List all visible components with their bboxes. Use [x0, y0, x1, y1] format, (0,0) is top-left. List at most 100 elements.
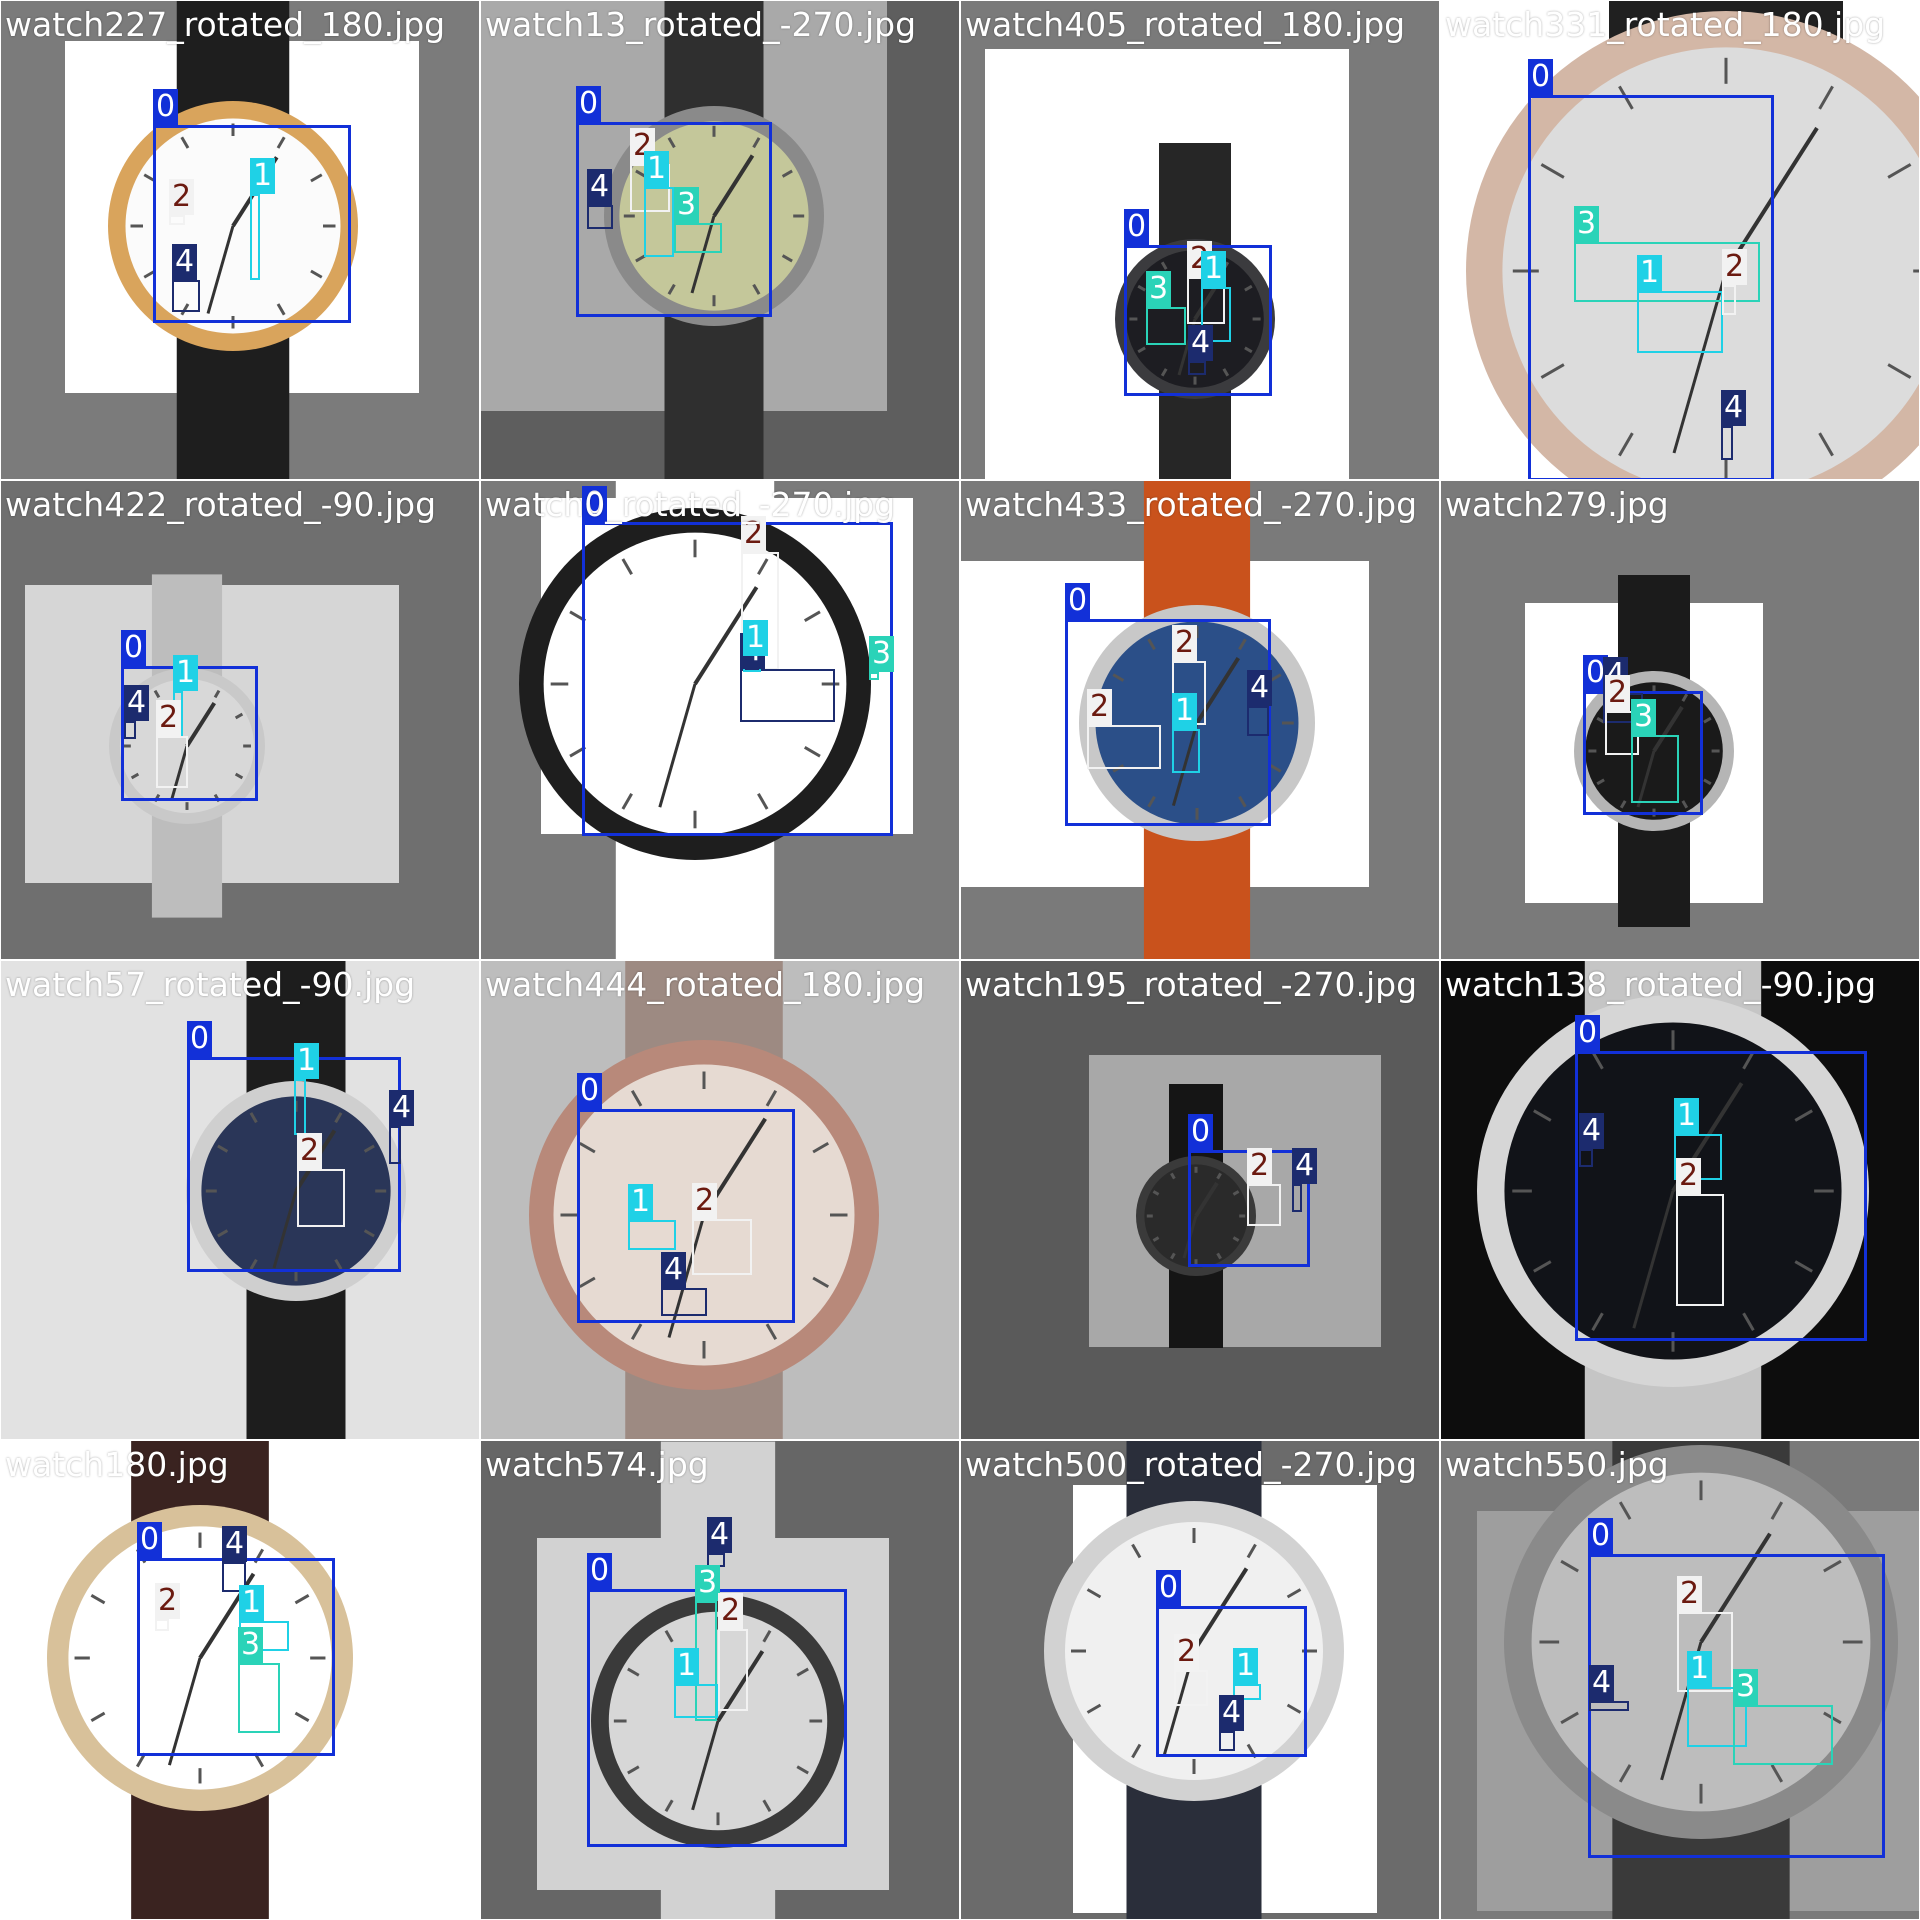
bounding-box-class-2 — [1174, 1670, 1208, 1706]
box-class-tag: 2 — [297, 1133, 323, 1169]
dial-tick — [234, 712, 244, 720]
bounding-box-class-4 — [124, 721, 136, 739]
box-class-tag: 2 — [718, 1593, 744, 1629]
dial-tick — [1131, 1543, 1142, 1559]
dial-tick — [180, 303, 190, 316]
dial-tick — [752, 137, 761, 149]
bounding-box-class-3 — [674, 223, 722, 253]
hour-hand — [185, 702, 216, 748]
image-tile[interactable]: watch433_rotated_-270.jpg 0 2 4 2 1 — [961, 481, 1439, 959]
dial-tick — [1794, 1109, 1813, 1122]
box-class-tag: 0 — [153, 89, 179, 125]
image-tile[interactable]: watch444_rotated_180.jpg 0 1 2 4 — [481, 961, 959, 1439]
dial-tick — [1681, 693, 1689, 702]
box-class-tag: 1 — [239, 1585, 265, 1621]
dial-tick — [1591, 1312, 1604, 1331]
dial-tick — [803, 610, 821, 622]
dial-tick — [1086, 1588, 1102, 1599]
dial-tick — [1147, 638, 1156, 651]
dial-tick — [762, 1630, 772, 1643]
bounding-box-class-1 — [1687, 1687, 1747, 1747]
hour-hand — [693, 586, 759, 686]
dial-tick — [1216, 1252, 1222, 1260]
watch-illustration — [961, 961, 1439, 1439]
dial-tick — [217, 1229, 229, 1238]
image-tile[interactable]: watch422_rotated_-90.jpg 0 1 4 2 — [1, 481, 479, 959]
box-class-tag: 0 — [582, 486, 608, 522]
dial-tick — [762, 1799, 772, 1812]
dial-tick — [363, 1229, 375, 1238]
dial-tick — [1540, 163, 1565, 179]
image-tile[interactable]: watch550.jpg 0 2 1 3 4 — [1441, 1441, 1919, 1919]
dial-tick — [1216, 1172, 1222, 1180]
dial-tick — [1618, 1764, 1632, 1783]
box-class-tag: 0 — [121, 630, 147, 666]
tile-filename: watch405_rotated_180.jpg — [965, 5, 1406, 44]
box-class-tag: 1 — [628, 1184, 654, 1220]
bounding-box-class-1 — [674, 1684, 718, 1718]
box-class-tag: 2 — [1087, 689, 1113, 725]
image-tile[interactable]: watch180.jpg 0 4 2 1 3 — [1, 1441, 479, 1919]
box-class-tag: 4 — [1589, 1665, 1615, 1701]
tile-filename: watch433_rotated_-270.jpg — [965, 485, 1418, 524]
dial-tick — [213, 689, 221, 699]
dial-tick — [1618, 432, 1634, 457]
bounding-box-class-1 — [1637, 291, 1723, 353]
minute-hand — [667, 1214, 706, 1338]
dial-tick — [180, 136, 190, 149]
dial-tick — [1086, 1703, 1102, 1714]
dial-tick — [765, 1089, 778, 1107]
bounding-box-class-0 — [1528, 95, 1774, 479]
bounding-box-class-0 — [587, 1589, 847, 1847]
minute-hand — [1636, 750, 1656, 808]
hour-hand — [1699, 1532, 1772, 1644]
image-tile[interactable]: watch574.jpg 4 0 3 2 1 — [481, 1441, 959, 1919]
dial-tick — [1794, 1260, 1813, 1273]
dial-tick — [1269, 764, 1282, 773]
watch-drawing — [519, 481, 871, 959]
image-tile[interactable]: watch138_rotated_-90.jpg 0 1 4 2 — [1441, 961, 1919, 1439]
image-tile[interactable]: watch331_rotated_180.jpg 0 3 1 2 4 — [1441, 1, 1919, 479]
bounding-box-class-2 — [156, 736, 188, 788]
watch-dial — [68, 1526, 332, 1790]
dial-tick — [334, 1112, 343, 1124]
box-class-tag: 2 — [1174, 1634, 1200, 1670]
dial-tick — [1770, 1501, 1784, 1520]
dial-tick — [803, 746, 821, 758]
minute-hand — [1171, 722, 1199, 807]
box-class-tag: 4 — [1188, 325, 1214, 361]
tile-filename: watch422_rotated_-90.jpg — [5, 485, 437, 524]
bounding-box-class-4 — [1247, 706, 1269, 736]
bounding-box-class-4 — [1721, 426, 1733, 460]
dial-tick — [630, 1323, 643, 1341]
image-tile[interactable]: watch0_rotated_-270.jpg02341 — [481, 481, 959, 959]
box-class-tag: 4 — [707, 1517, 733, 1553]
image-tile[interactable]: watch500_rotated_-270.jpg 0 2 1 4 — [961, 1441, 1439, 1919]
dial-tick — [1618, 1501, 1632, 1520]
dial-tick — [796, 1667, 809, 1677]
dial-tick — [1887, 363, 1912, 379]
bounding-box-class-0 — [1575, 1051, 1867, 1341]
image-tile[interactable]: watch405_rotated_180.jpg 0 3 2 1 4 — [961, 1, 1439, 479]
dial-tick — [1244, 346, 1253, 354]
image-tile[interactable]: watch195_rotated_-270.jpg 0 2 4 — [961, 961, 1439, 1439]
bounding-box-class-2 — [1087, 725, 1161, 769]
box-class-tag: 1 — [644, 151, 670, 187]
box-class-tag: 3 — [1733, 1669, 1759, 1705]
image-tile[interactable]: watch57_rotated_-90.jpg 0 1 4 2 — [1, 961, 479, 1439]
image-tile[interactable]: watch13_rotated_-270.jpg 0 2 4 1 3 — [481, 1, 959, 479]
dial-tick — [1591, 1051, 1604, 1070]
bounding-box-class-4 — [1292, 1184, 1302, 1212]
dial-tick — [1112, 673, 1125, 682]
dial-tick — [796, 1765, 809, 1775]
hour-hand — [1194, 1181, 1219, 1218]
image-tile[interactable]: watch227_rotated_180.jpg 0 2 1 4 — [1, 1, 479, 479]
dial-tick — [1742, 1312, 1755, 1331]
tile-filename: watch57_rotated_-90.jpg — [5, 965, 416, 1004]
box-class-tag: 0 — [1065, 583, 1091, 619]
dial-tick — [249, 1112, 258, 1124]
box-class-tag: 2 — [1722, 249, 1748, 285]
dial-tick — [1232, 1236, 1240, 1242]
dial-tick — [1137, 284, 1146, 292]
image-tile[interactable]: watch279.jpg0423 — [1441, 481, 1919, 959]
